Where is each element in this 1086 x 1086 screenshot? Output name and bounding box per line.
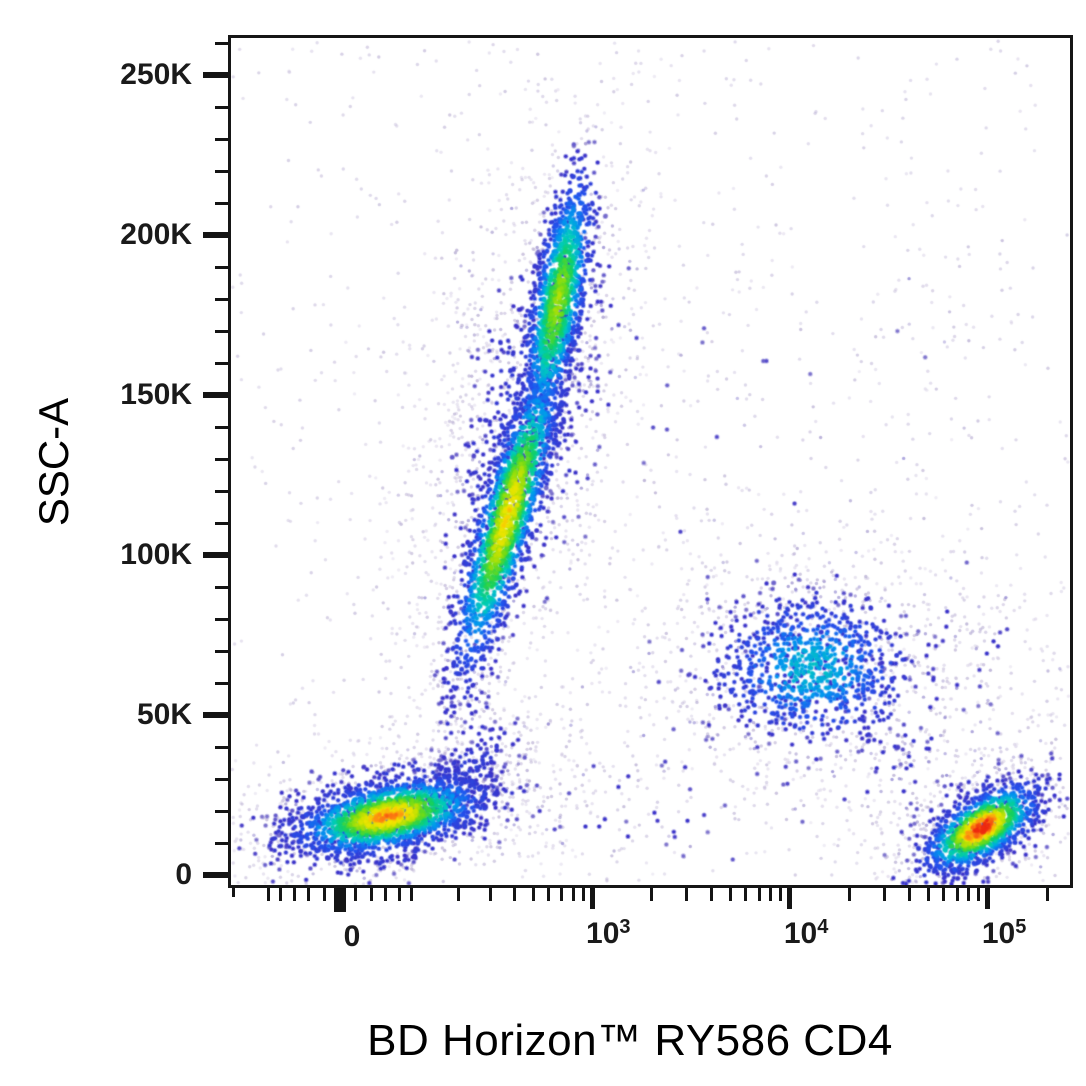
y-tick-minor <box>215 265 228 269</box>
y-tick-minor <box>215 201 228 205</box>
x-tick-minor <box>369 888 373 901</box>
x-tick-minor <box>1045 888 1049 901</box>
x-tick-minor <box>231 888 235 897</box>
x-tick-minor <box>384 888 388 901</box>
x-tick-major <box>334 888 346 912</box>
x-tick-minor <box>649 888 653 901</box>
y-tick-label: 200K <box>120 218 192 251</box>
y-tick-minor <box>215 169 228 173</box>
x-tick-minor <box>513 888 516 901</box>
x-tick-minor <box>926 888 930 901</box>
x-tick-minor <box>397 888 401 901</box>
y-tick-major <box>203 72 228 78</box>
x-tick-minor <box>489 888 493 901</box>
y-tick-minor <box>215 745 228 749</box>
y-tick-minor <box>215 41 228 45</box>
x-tick-label: 0 <box>343 920 361 953</box>
x-tick-minor <box>560 888 564 901</box>
y-tick-minor <box>215 681 228 685</box>
y-tick-minor <box>215 489 228 493</box>
y-tick-minor <box>215 777 228 781</box>
x-tick-minor <box>581 888 585 901</box>
y-tick-minor <box>215 521 228 525</box>
x-tick-minor <box>266 888 270 901</box>
y-tick-label: 100K <box>120 538 192 571</box>
scatter-canvas <box>231 38 1070 885</box>
y-tick-minor <box>215 841 228 845</box>
x-tick-minor <box>354 888 358 901</box>
x-tick-minor <box>728 888 732 901</box>
x-tick-major <box>787 888 793 909</box>
x-tick-minor <box>744 888 748 901</box>
x-tick-major <box>985 888 991 909</box>
y-tick-minor <box>215 809 228 813</box>
x-tick-label: 105 <box>981 916 1027 950</box>
x-tick-minor <box>292 888 296 901</box>
x-tick-minor <box>279 888 283 901</box>
y-tick-minor <box>215 457 228 461</box>
y-tick-label: 50K <box>136 698 192 731</box>
x-tick-minor <box>547 888 551 901</box>
y-tick-major <box>203 872 228 878</box>
x-tick-minor <box>322 888 326 901</box>
y-tick-minor <box>215 105 228 109</box>
x-tick-minor <box>571 888 575 901</box>
x-tick-minor <box>967 888 971 901</box>
x-tick-minor <box>757 888 761 901</box>
plot-frame <box>228 35 1073 888</box>
y-tick-major <box>203 712 228 718</box>
x-axis-title: BD Horizon™ RY586 CD4 <box>367 1016 893 1065</box>
x-tick-minor <box>307 888 311 901</box>
x-tick-label: 104 <box>783 916 829 950</box>
y-tick-label: 250K <box>120 58 192 91</box>
x-tick-minor <box>907 888 911 901</box>
y-tick-major <box>203 232 228 238</box>
x-tick-minor <box>410 888 414 901</box>
y-tick-minor <box>215 297 228 301</box>
x-tick-minor <box>955 888 959 901</box>
y-tick-major <box>203 392 228 398</box>
y-tick-minor <box>215 137 228 141</box>
x-tick-major <box>589 888 595 909</box>
x-tick-minor <box>977 888 981 901</box>
y-tick-minor <box>215 425 228 429</box>
x-tick-label: 103 <box>586 916 631 950</box>
x-tick-minor <box>847 888 851 901</box>
y-tick-minor <box>215 649 228 653</box>
x-tick-minor <box>684 888 688 901</box>
x-tick-minor <box>457 888 461 901</box>
y-axis-title: SSC-A <box>30 397 77 527</box>
x-tick-minor <box>942 888 946 901</box>
x-tick-minor <box>531 888 535 901</box>
x-tick-minor <box>882 888 886 901</box>
y-tick-minor <box>215 361 228 365</box>
x-tick-minor <box>779 888 783 901</box>
y-tick-label: 0 <box>175 858 192 891</box>
y-tick-minor <box>215 585 228 589</box>
x-tick-minor <box>709 888 713 901</box>
y-tick-minor <box>215 329 228 333</box>
y-tick-label: 150K <box>120 378 192 411</box>
y-tick-major <box>203 552 228 558</box>
y-tick-minor <box>215 617 228 621</box>
x-tick-minor <box>769 888 773 901</box>
